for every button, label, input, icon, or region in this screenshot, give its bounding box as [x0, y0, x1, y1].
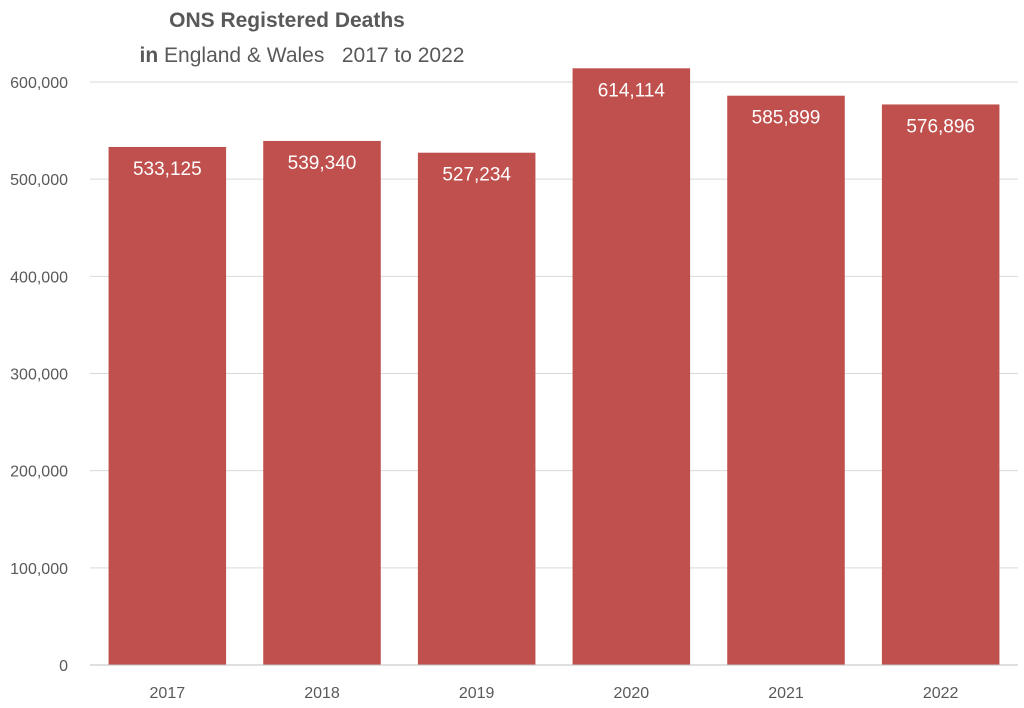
- chart-title-line2-bold: in: [140, 44, 159, 67]
- x-axis-ticks: 2017 2018 2019 2020 2021 2022: [150, 685, 959, 702]
- y-tick-label: 200,000: [10, 464, 68, 481]
- data-label-2018: 539,340: [288, 153, 357, 174]
- data-label-2022: 576,896: [906, 116, 975, 137]
- x-tick-label: 2017: [150, 685, 186, 702]
- x-tick-label: 2018: [304, 685, 340, 702]
- x-tick-label: 2022: [923, 685, 959, 702]
- bar-2019: [417, 152, 536, 666]
- bar-2021: [727, 95, 845, 665]
- data-labels: 533,125 539,340 527,234 614,114 585,899 576,8…: [133, 80, 975, 185]
- x-tick-label: 2020: [614, 685, 650, 702]
- data-label-2017: 533,125: [133, 159, 202, 180]
- bar-2017: [108, 146, 227, 665]
- y-tick-label: 0: [59, 658, 68, 675]
- y-tick-label: 300,000: [10, 367, 68, 384]
- y-tick-label: 500,000: [10, 172, 68, 189]
- data-label-2021: 585,899: [752, 108, 821, 129]
- y-tick-label: 100,000: [10, 561, 68, 578]
- y-tick-label: 600,000: [10, 75, 68, 92]
- x-tick-label: 2019: [459, 685, 495, 702]
- data-label-2020: 614,114: [598, 80, 666, 101]
- y-axis-ticks: 0 100,000 200,000 300,000 400,000 500,000 600,…: [10, 75, 68, 675]
- bar-2020: [572, 68, 691, 666]
- gridlines: [90, 81, 1018, 569]
- data-label-2019: 527,234: [442, 165, 511, 186]
- chart-title-line2-rest: England & Wales 2017 to 2022: [158, 44, 464, 67]
- bar-2018: [263, 140, 381, 666]
- chart-title-line2: in England & Wales 2017 to 2022: [140, 44, 465, 67]
- y-tick-label: 400,000: [10, 269, 68, 286]
- chart-title-line1: ONS Registered Deaths: [169, 9, 405, 32]
- bar-2022: [881, 104, 1000, 665]
- bars: [108, 68, 1000, 666]
- x-tick-label: 2021: [768, 685, 804, 702]
